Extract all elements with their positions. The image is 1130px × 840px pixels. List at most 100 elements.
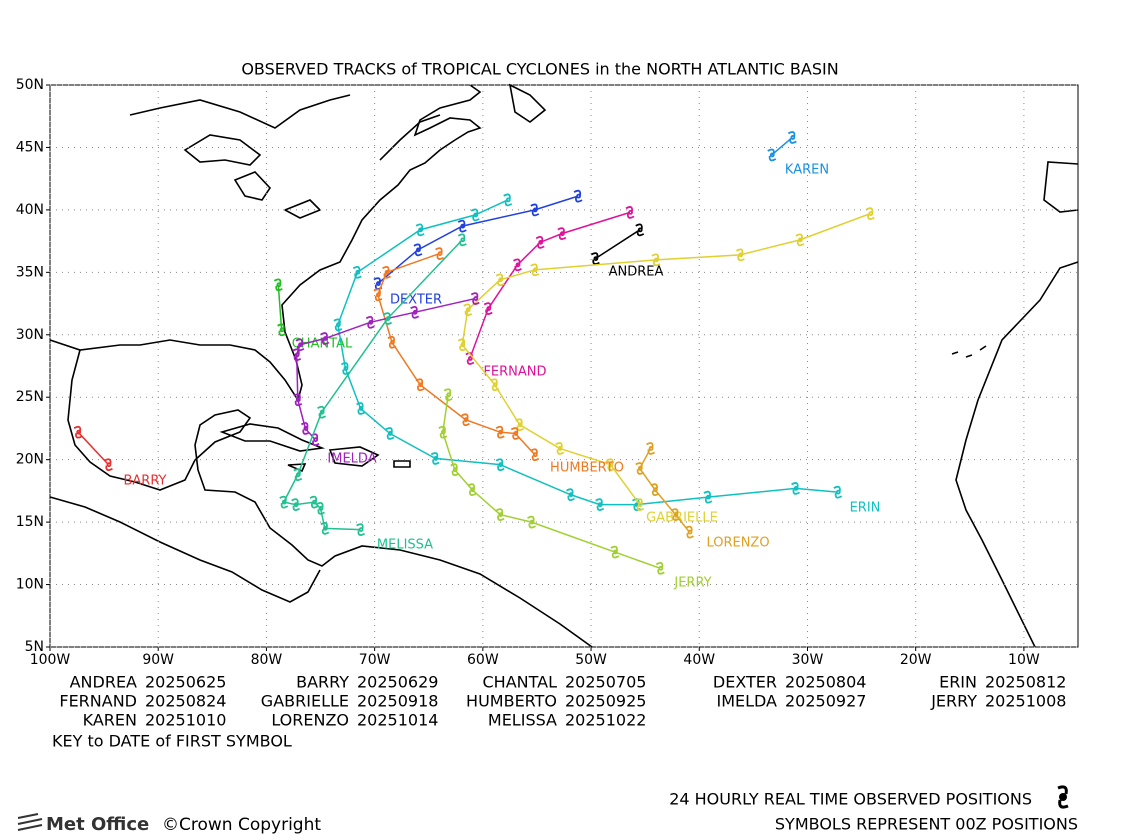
position-symbol [495, 273, 505, 287]
key-name: KAREN [83, 711, 137, 730]
storm-label: LORENZO [706, 536, 769, 551]
position-symbol [430, 452, 440, 465]
storm-track: FERNAND [465, 206, 635, 380]
storm-label: DEXTER [390, 293, 442, 308]
storm-label: BARRY [124, 474, 167, 489]
track-line [337, 199, 838, 506]
position-symbol [470, 292, 480, 305]
position-symbol [595, 498, 605, 511]
position-symbol [566, 488, 575, 501]
track-line [282, 239, 463, 531]
y-tick-label: 50N [16, 77, 44, 93]
storm-label: CHANTAL [292, 337, 353, 352]
y-tick-label: 45N [16, 139, 44, 155]
storm-track: MELISSA [279, 233, 467, 553]
position-symbol [535, 236, 545, 249]
coast-jamaica [287, 463, 307, 473]
storm-track: GABRIELLE [457, 207, 875, 526]
position-symbol [413, 243, 423, 257]
storm-label: IMELDA [327, 452, 376, 467]
position-symbol [685, 525, 694, 539]
position-symbol [590, 252, 600, 265]
coast-cuba [219, 423, 326, 452]
storm-label: JERRY [673, 576, 711, 591]
y-tick-label: 20N [16, 452, 44, 468]
key-date: 20251008 [985, 692, 1066, 711]
position-symbol [457, 233, 467, 247]
position-symbol [530, 203, 540, 217]
position-symbol [383, 312, 393, 325]
position-symbol [279, 495, 289, 509]
y-tick-label: 10N [16, 577, 44, 593]
track-line [442, 394, 661, 570]
key-name: FERNAND [59, 692, 137, 711]
position-symbol [450, 463, 460, 477]
key-date: 20251010 [145, 711, 226, 730]
coast-puerto-rico [393, 460, 411, 468]
storm-track: ANDREA [590, 223, 663, 280]
position-symbol [490, 378, 500, 392]
key-name: HUMBERTO [466, 692, 557, 711]
brand: Met Office [46, 814, 149, 835]
position-symbol [791, 482, 801, 495]
key-name: JERRY [930, 692, 977, 711]
position-symbol [610, 545, 620, 559]
x-tick-label: 10W [1008, 652, 1040, 668]
position-symbol [625, 206, 635, 219]
position-symbol [795, 233, 805, 247]
position-symbol [316, 502, 325, 515]
x-tick-label: 70W [359, 652, 391, 668]
position-symbol [435, 247, 445, 260]
position-symbol [463, 303, 473, 317]
storm-track: HUMBERTO [373, 247, 624, 476]
track-line [377, 252, 536, 456]
storm-track: ERIN [333, 193, 880, 516]
position-symbol [703, 490, 713, 504]
position-symbol [365, 315, 375, 329]
logo-stripes [17, 813, 43, 831]
track-line [277, 284, 283, 330]
position-symbol [573, 189, 583, 203]
position-symbol [530, 263, 540, 277]
position-symbol [495, 508, 505, 521]
key-name: BARRY [296, 673, 349, 692]
position-symbol [387, 335, 397, 349]
position-symbol [735, 248, 745, 262]
position-symbol [300, 422, 310, 435]
key-date: 20251014 [357, 711, 438, 730]
coast-canary [951, 345, 987, 358]
key-date: 20250812 [985, 673, 1066, 692]
position-symbol [415, 378, 425, 392]
position-symbol [438, 425, 448, 439]
position-symbol [483, 302, 493, 315]
position-symbol [650, 483, 660, 496]
position-symbol [293, 468, 303, 481]
position-symbol [510, 427, 520, 440]
position-symbol [457, 338, 467, 352]
track-line [469, 211, 631, 359]
position-symbol [415, 223, 425, 237]
x-tick-label: 60W [467, 652, 499, 668]
position-symbol [291, 498, 301, 511]
position-symbol [833, 485, 843, 499]
position-symbol [273, 278, 283, 292]
position-symbol [513, 258, 522, 272]
y-tick-label: 5N [25, 639, 44, 655]
storm-label: KAREN [785, 163, 829, 178]
position-symbol [515, 418, 525, 432]
position-symbol [373, 288, 383, 302]
key-date: 20250925 [565, 692, 646, 711]
coast-north-america [49, 84, 482, 402]
key-date: 20250918 [357, 692, 438, 711]
position-symbol [495, 458, 505, 472]
note: 24 HOURLY REAL TIME OBSERVED POSITIONS [669, 790, 1032, 809]
chart-title: OBSERVED TRACKS of TROPICAL CYCLONES in … [241, 60, 838, 79]
position-symbol [527, 515, 536, 529]
position-symbol [320, 522, 330, 535]
legend-symbol [1057, 785, 1069, 809]
position-symbol [457, 219, 467, 233]
track-line [461, 212, 871, 506]
x-tick-label: 80W [251, 652, 283, 668]
x-tick-label: 30W [792, 652, 824, 668]
position-symbol [530, 448, 540, 462]
